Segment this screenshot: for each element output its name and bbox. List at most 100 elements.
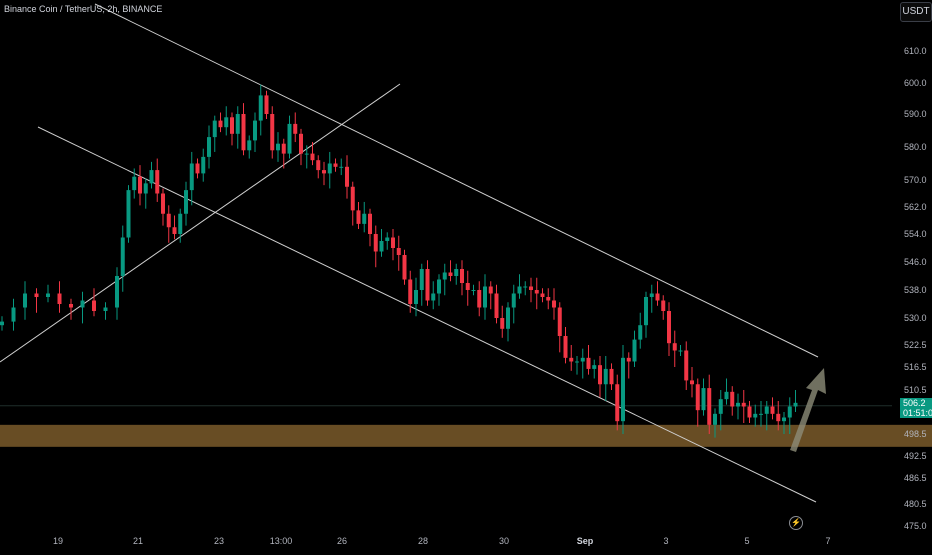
y-tick-label: 538.0: [904, 285, 927, 295]
y-tick-label: 530.0: [904, 313, 927, 323]
candle-body: [684, 350, 689, 381]
candle-body: [517, 286, 522, 294]
candle-body: [678, 350, 683, 352]
candle-body: [793, 402, 798, 407]
candle-body: [603, 368, 608, 385]
y-tick-label: 562.0: [904, 202, 927, 212]
candle-body: [667, 311, 671, 344]
candle-body: [753, 413, 758, 418]
candle-body: [488, 286, 493, 294]
candle-body: [172, 227, 177, 234]
candle-body: [506, 307, 510, 329]
candle-body: [787, 406, 792, 418]
y-tick-label: 475.0: [904, 521, 927, 531]
candle-body: [218, 120, 223, 128]
candle-body: [368, 213, 372, 234]
candle-body: [247, 140, 252, 151]
candle-body: [34, 293, 39, 297]
candle-body: [46, 293, 50, 297]
candle-body: [730, 391, 735, 407]
y-tick-label: 480.5: [904, 499, 927, 509]
candle-body: [529, 286, 533, 290]
candle-body: [580, 357, 585, 362]
candle-body: [287, 123, 292, 154]
candle-body: [149, 170, 154, 184]
y-tick-label: 546.0: [904, 257, 927, 267]
candle-body: [235, 114, 240, 134]
y-tick-label: 570.0: [904, 175, 927, 185]
candle-body: [425, 269, 430, 301]
candle-body: [718, 399, 723, 414]
trendline-0: [94, 3, 819, 358]
candle-body: [592, 365, 597, 369]
candle-body: [11, 307, 16, 322]
candle-body: [69, 304, 73, 308]
candle-body: [166, 213, 171, 228]
candle-body: [138, 176, 142, 194]
candle-body: [414, 290, 418, 304]
candle-body: [385, 237, 390, 241]
x-tick-label: 19: [53, 536, 63, 546]
candle-body: [546, 297, 551, 301]
y-tick-label: 486.5: [904, 473, 927, 483]
candle-body: [747, 406, 752, 418]
candle-body: [92, 300, 96, 311]
candle-body: [672, 343, 677, 351]
candle-body: [143, 183, 148, 194]
x-tick-label: 5: [744, 536, 749, 546]
candle-body: [655, 293, 660, 301]
candle-body: [270, 114, 275, 151]
x-tick-label: Sep: [577, 536, 594, 546]
candle-body: [299, 133, 303, 154]
candle-body: [126, 190, 131, 238]
candle-body: [569, 357, 574, 362]
x-tick-label: 30: [499, 536, 509, 546]
y-tick-label: 580.0: [904, 142, 927, 152]
candle-body: [258, 95, 263, 121]
candle-body: [736, 402, 740, 407]
candle-body: [356, 210, 361, 224]
currency-button[interactable]: USDT: [900, 2, 932, 22]
candle-body: [477, 290, 482, 308]
candle-body: [264, 95, 269, 114]
candle-body: [333, 163, 338, 167]
candle-body: [80, 300, 85, 308]
candle-body: [782, 417, 786, 422]
candle-body: [178, 213, 183, 234]
candle-body: [201, 156, 206, 174]
candle-body: [707, 388, 712, 425]
x-tick-label: 21: [133, 536, 143, 546]
candle-body: [57, 293, 62, 304]
candle-body: [224, 117, 229, 128]
candle-body: [632, 339, 637, 362]
candle-body: [713, 413, 717, 425]
candle-body: [483, 286, 487, 308]
candle-body: [419, 269, 424, 290]
candle-body: [661, 300, 666, 311]
candle-body: [609, 368, 614, 385]
last-price-label: 506.2 01:51:0: [900, 398, 932, 418]
lightning-icon[interactable]: ⚡: [789, 516, 803, 530]
candle-body: [626, 357, 631, 362]
y-tick-label: 522.5: [904, 340, 927, 350]
candle-body: [511, 293, 516, 308]
candle-body: [437, 279, 441, 294]
candle-body: [207, 137, 211, 157]
candle-body: [345, 166, 349, 187]
candle-body: [293, 123, 298, 134]
candle-body: [615, 384, 620, 422]
candle-body: [189, 163, 194, 191]
y-tick-label: 600.0: [904, 78, 927, 88]
y-tick-label: 590.0: [904, 109, 927, 119]
trendline-2: [0, 83, 401, 363]
candle-body: [586, 357, 591, 369]
candle-body: [460, 269, 464, 283]
trendline-1: [37, 126, 817, 503]
candle-body: [471, 290, 476, 291]
candle-body: [327, 163, 332, 174]
candle-body: [759, 413, 763, 415]
x-tick-label: 26: [337, 536, 347, 546]
candle-body: [132, 176, 137, 191]
